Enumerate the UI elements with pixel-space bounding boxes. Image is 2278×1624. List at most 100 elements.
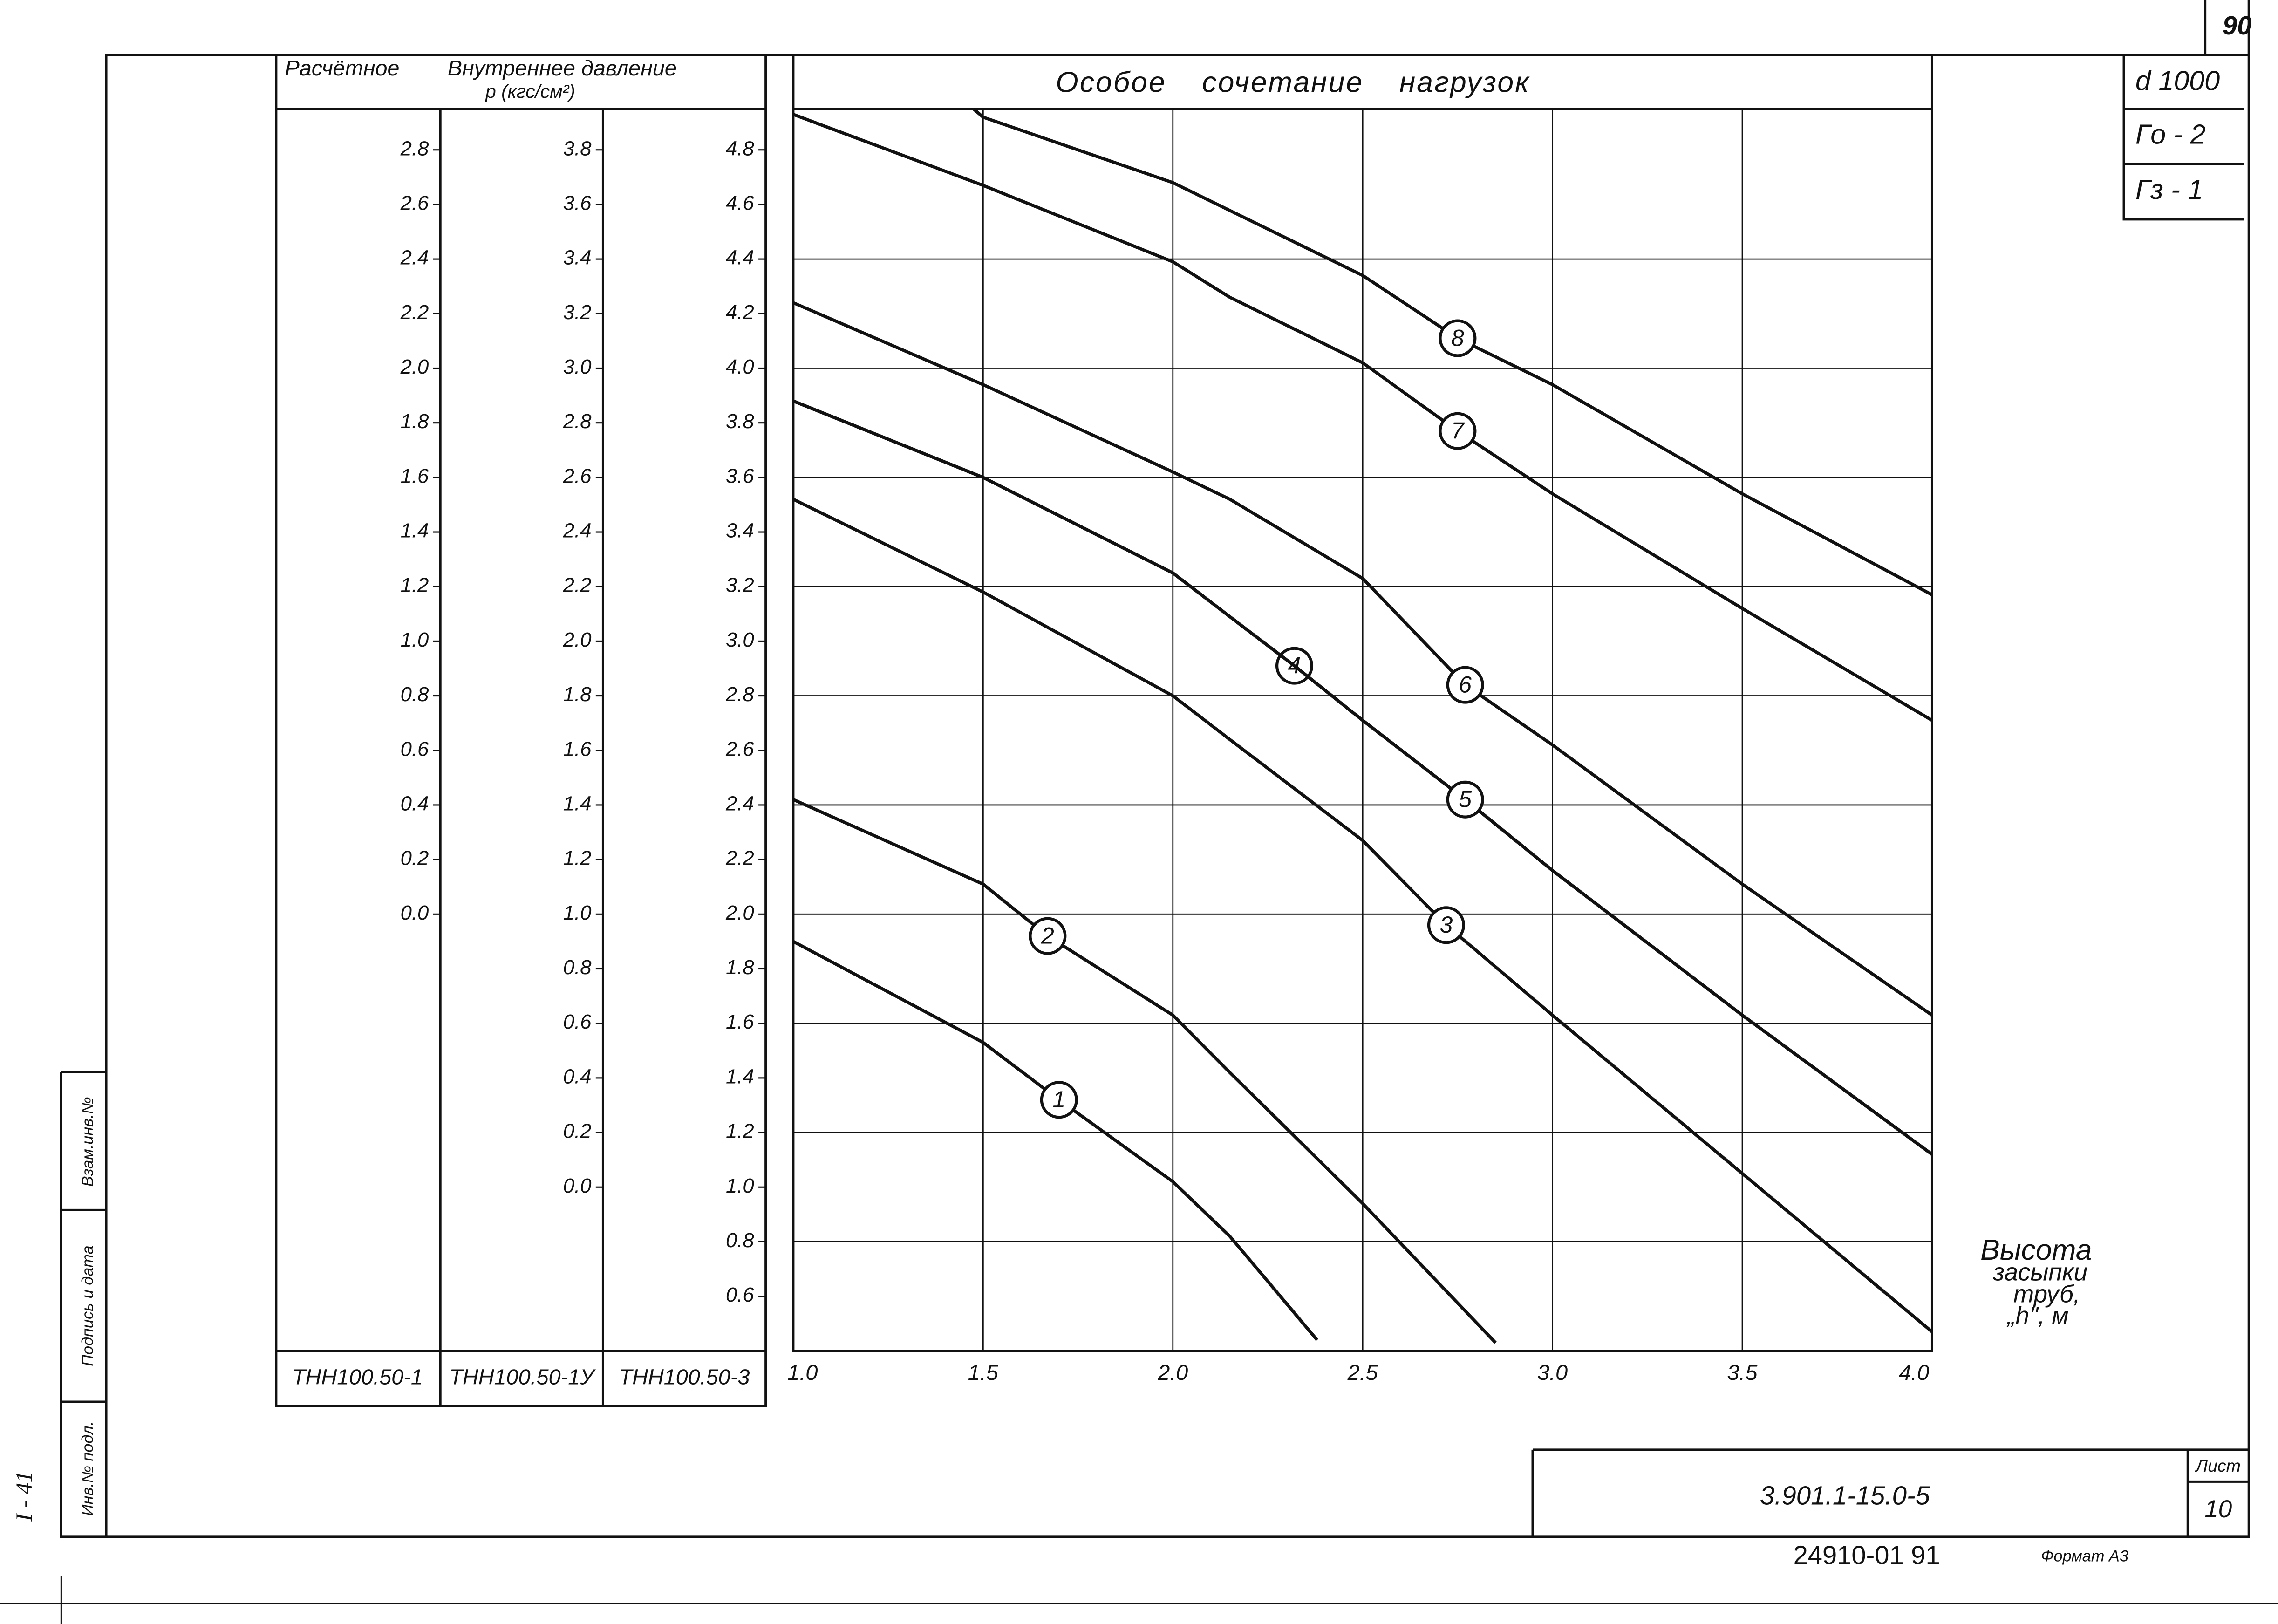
- side-code: I - 41: [11, 1471, 37, 1522]
- y-tick-label: 3.6: [563, 191, 592, 214]
- curve-marker: [1427, 906, 1465, 944]
- stamp-text: Гз - 1: [2135, 174, 2203, 205]
- curve-marker: [1446, 666, 1484, 704]
- y-tick-label: 3.2: [563, 301, 592, 324]
- curve-label: 7: [1451, 418, 1465, 444]
- stamp-box: [2122, 55, 2244, 221]
- y-tick-label: 1.4: [401, 519, 429, 542]
- header-text: Расчётное: [285, 56, 400, 80]
- format-label: Формат А3: [2041, 1548, 2128, 1565]
- curve: [792, 113, 1933, 722]
- y-tick-label: 0.6: [401, 737, 429, 760]
- sheet-label: Лист: [2195, 1456, 2241, 1475]
- y-tick-label: 1.6: [401, 464, 429, 487]
- x-tick-label: 1.5: [968, 1360, 999, 1385]
- y-tick-label: 3.0: [726, 628, 754, 651]
- y-tick-label: 2.6: [563, 464, 592, 487]
- y-tick-label: 0.8: [726, 1229, 754, 1252]
- stamp-text: d 1000: [2135, 65, 2220, 96]
- x-tick-label: 3.5: [1727, 1360, 1758, 1385]
- y-tick-label: 1.8: [726, 956, 754, 979]
- y-tick-label: 0.2: [401, 847, 429, 870]
- y-tick-label: 2.4: [725, 792, 754, 815]
- curve: [792, 498, 1933, 1333]
- y-tick-label: 1.2: [563, 847, 592, 870]
- scale-name: ТНН100.50-1У: [450, 1365, 596, 1389]
- curve-label: 5: [1459, 786, 1472, 812]
- chart-title: Особое сочетание нагрузок: [1056, 66, 1530, 98]
- curve: [792, 940, 1319, 1341]
- y-tick-label: 1.6: [726, 1010, 754, 1033]
- x-tick-label: 3.0: [1537, 1360, 1568, 1385]
- document-code: 3.901.1-15.0-5: [1760, 1481, 1930, 1510]
- y-tick-label: 0.0: [563, 1174, 592, 1197]
- x-axis-label: „h", м: [2006, 1302, 2069, 1330]
- x-tick-label: 2.0: [1157, 1360, 1188, 1385]
- y-tick-label: 2.2: [563, 574, 592, 597]
- y-tick-label: 0.8: [401, 683, 429, 706]
- y-tick-label: 1.4: [726, 1065, 754, 1088]
- y-tick-label: 1.4: [563, 792, 592, 815]
- y-tick-label: 0.8: [563, 956, 592, 979]
- y-tick-label: 1.8: [401, 410, 429, 433]
- x-tick-label: 2.5: [1347, 1360, 1378, 1385]
- header-text: p (кгс/см²): [484, 81, 575, 102]
- curve: [792, 798, 1497, 1344]
- y-tick-label: 3.2: [726, 574, 754, 597]
- x-tick-label: 4.0: [1899, 1360, 1929, 1385]
- side-label: Взам.инв.№: [79, 1097, 97, 1187]
- curve-marker: [1040, 1081, 1078, 1119]
- header-text: Внутреннее давление: [448, 56, 677, 80]
- y-tick-label: 1.0: [563, 901, 592, 924]
- page-number: 90: [2223, 11, 2251, 40]
- y-tick-label: 3.4: [726, 519, 754, 542]
- y-tick-label: 0.4: [563, 1065, 592, 1088]
- x-axis-label: засыпки: [1992, 1259, 2087, 1286]
- y-tick-label: 1.8: [563, 683, 592, 706]
- y-tick-label: 1.0: [726, 1174, 754, 1197]
- y-tick-label: 4.0: [726, 355, 754, 378]
- x-tick-label: 1.0: [787, 1360, 818, 1385]
- curve-marker: [1029, 917, 1067, 955]
- scale-name: ТНН100.50-1: [292, 1365, 423, 1389]
- y-tick-label: 3.0: [563, 355, 592, 378]
- y-tick-label: 4.8: [726, 137, 754, 160]
- page-number-box: [2204, 0, 2250, 55]
- y-tick-label: 2.0: [563, 628, 592, 651]
- y-tick-label: 1.6: [563, 737, 592, 760]
- curve-label: 1: [1052, 1086, 1065, 1112]
- y-tick-label: 1.0: [401, 628, 429, 651]
- y-tick-label: 0.2: [563, 1120, 592, 1143]
- curve-label: 8: [1451, 325, 1464, 351]
- side-label: Подпись и дата: [79, 1245, 97, 1366]
- side-label: Инв.№ подл.: [79, 1421, 97, 1516]
- y-tick-label: 2.8: [563, 410, 592, 433]
- scale-table: [275, 55, 767, 1407]
- curve-marker: [1446, 780, 1484, 819]
- x-axis-label: Высота: [1980, 1234, 2092, 1266]
- sheet-number: 10: [2204, 1495, 2232, 1523]
- curve-label: 2: [1041, 922, 1054, 948]
- y-tick-label: 3.8: [563, 137, 592, 160]
- y-tick-label: 4.6: [726, 191, 754, 214]
- y-tick-label: 3.6: [726, 464, 754, 487]
- y-tick-label: 1.2: [401, 574, 429, 597]
- y-tick-label: 2.8: [400, 137, 429, 160]
- y-tick-label: 1.2: [726, 1120, 754, 1143]
- y-tick-label: 2.6: [725, 737, 754, 760]
- footer-code: 24910-01 91: [1794, 1540, 1940, 1569]
- curve-label: 3: [1440, 912, 1453, 938]
- curve: [792, 301, 1933, 1017]
- y-tick-label: 3.8: [726, 410, 754, 433]
- y-tick-label: 2.2: [725, 847, 754, 870]
- y-tick-label: 3.4: [563, 246, 592, 269]
- y-tick-label: 2.4: [563, 519, 592, 542]
- curve: [972, 108, 1933, 596]
- y-tick-label: 0.4: [401, 792, 429, 815]
- y-tick-label: 2.0: [400, 355, 429, 378]
- curve-label: 6: [1459, 671, 1472, 697]
- y-tick-label: 4.2: [726, 301, 754, 324]
